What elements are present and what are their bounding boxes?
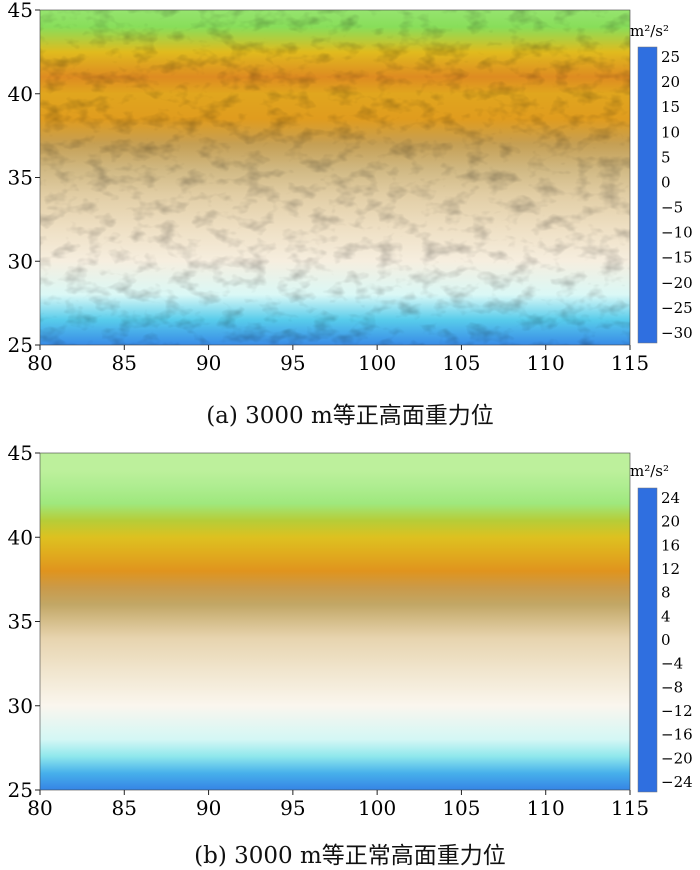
colorbar-tick-label: 12 <box>661 560 680 578</box>
y-tick-label: 25 <box>8 333 33 357</box>
colorbar-tick-label: 25 <box>661 48 680 66</box>
colorbar-tick-label: −20 <box>661 749 693 767</box>
colorbar-tick-label: 20 <box>661 73 680 91</box>
y-axis-b: 45 40 35 30 25 <box>8 441 40 802</box>
y-tick-label: 45 <box>8 0 33 22</box>
y-tick-label: 35 <box>8 166 33 190</box>
x-tick-label: 80 <box>27 351 52 375</box>
x-tick-label: 105 <box>442 351 480 375</box>
x-tick-label: 100 <box>358 351 396 375</box>
colorbar-tick-label: 5 <box>661 148 671 166</box>
y-tick-label: 35 <box>8 610 33 634</box>
colorbar-tick-label: 0 <box>661 631 671 649</box>
x-tick-label: 105 <box>442 796 480 820</box>
colorbar-tick-label: −8 <box>661 678 683 696</box>
x-tick-label: 85 <box>112 796 137 820</box>
colorbar-tick-label: −5 <box>661 199 683 217</box>
y-axis-a: 45 40 35 30 25 <box>8 0 40 357</box>
y-tick-label: 40 <box>8 82 33 106</box>
colorbar-tick-label: 24 <box>661 489 680 507</box>
x-tick-label: 95 <box>280 351 305 375</box>
colorbar-tick-label: −25 <box>661 299 693 317</box>
x-tick-label: 85 <box>112 351 137 375</box>
x-axis-a: 80 85 90 95 100 105 110 115 <box>27 345 649 375</box>
y-tick-label: 45 <box>8 441 33 465</box>
caption-a: (a) 3000 m等正高面重力位 <box>206 403 494 429</box>
colorbar-tick-label: 20 <box>661 513 680 531</box>
colorbar-tick-label: 15 <box>661 98 680 116</box>
colorbar-tick-label: −24 <box>661 773 693 791</box>
colorbar-tick-label: −4 <box>661 655 683 673</box>
x-tick-label: 110 <box>527 351 565 375</box>
heatmap-area-a <box>39 9 631 346</box>
colorbar-unit-a: m²/s² <box>630 22 669 40</box>
x-tick-label: 115 <box>611 351 649 375</box>
x-tick-label: 80 <box>27 796 52 820</box>
colorbar-tick-label: 10 <box>661 123 680 141</box>
x-tick-label: 100 <box>358 796 396 820</box>
y-tick-label: 30 <box>8 249 33 273</box>
colorbar-tick-label: −10 <box>661 224 693 242</box>
colorbar-tick-label: 4 <box>661 607 671 625</box>
colorbar-tick-label: 8 <box>661 584 671 602</box>
colorbar-tick-label: −16 <box>661 726 693 744</box>
colorbar-tick-label: −15 <box>661 249 693 267</box>
colorbar-tick-label: −20 <box>661 274 693 292</box>
x-axis-b: 80 85 90 95 100 105 110 115 <box>27 790 649 820</box>
x-tick-label: 90 <box>196 796 221 820</box>
colorbar-tick-label: −12 <box>661 702 693 720</box>
y-tick-label: 30 <box>8 694 33 718</box>
colorbar-tick-label: 0 <box>661 173 671 191</box>
y-tick-label: 25 <box>8 778 33 802</box>
colorbar-tick-label: −30 <box>661 324 693 342</box>
y-tick-label: 40 <box>8 525 33 549</box>
x-tick-label: 90 <box>196 351 221 375</box>
x-tick-label: 95 <box>280 796 305 820</box>
colorbar-unit-b: m²/s² <box>630 462 669 480</box>
colorbar-b: m²/s² 24 20 16 12 8 4 0 −4 −8 −12 −16 −20 −24 <box>630 462 693 793</box>
x-tick-label: 110 <box>527 796 565 820</box>
caption-b: (b) 3000 m等正常高面重力位 <box>194 843 506 869</box>
heatmap-area-b <box>39 452 631 791</box>
colorbar-a: m²/s² 25 20 15 10 5 0 −5 −10 −15 −20 −25 −30 <box>630 22 693 344</box>
x-tick-label: 115 <box>611 796 649 820</box>
colorbar-tick-label: 16 <box>661 536 680 554</box>
